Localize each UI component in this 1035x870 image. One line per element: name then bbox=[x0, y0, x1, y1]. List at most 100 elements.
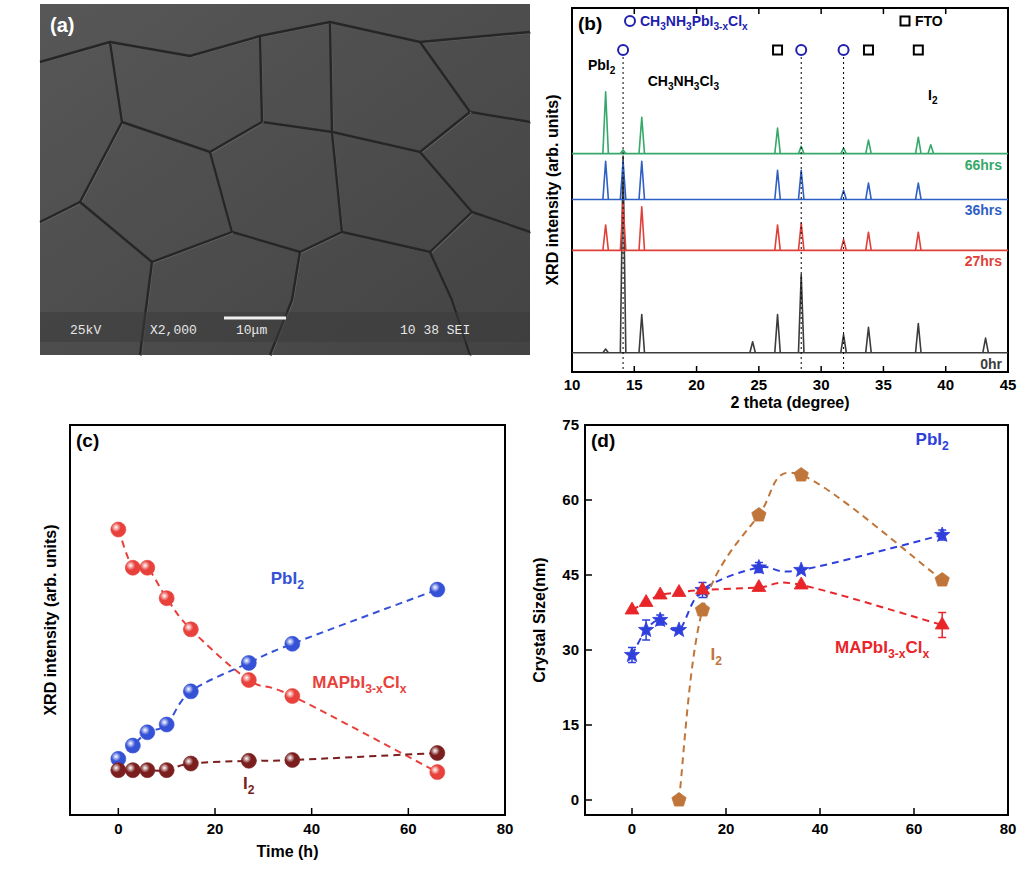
data-point bbox=[625, 602, 639, 614]
text-part: MAPbI bbox=[835, 638, 888, 657]
x-tick bbox=[571, 366, 573, 372]
data-point bbox=[183, 684, 198, 699]
y-tick bbox=[585, 574, 592, 576]
data-point bbox=[695, 603, 709, 617]
phase-marker bbox=[618, 45, 628, 55]
grain-boundaries bbox=[40, 22, 531, 356]
text-part: 2 bbox=[715, 654, 722, 668]
xrd-peak bbox=[750, 342, 755, 353]
xrd-peak bbox=[775, 128, 780, 153]
data-point bbox=[794, 562, 809, 576]
x-tick bbox=[118, 808, 120, 815]
x-tick bbox=[634, 8, 636, 14]
x-tick-label: 45 bbox=[1000, 376, 1017, 393]
x-tick-label: 40 bbox=[303, 820, 320, 837]
text-part: 2 bbox=[248, 783, 255, 797]
y-axis-title: XRD intensity (arb. units) bbox=[544, 94, 561, 285]
x-tick bbox=[571, 8, 573, 14]
grain-highlight bbox=[41, 23, 531, 63]
x-tick bbox=[311, 808, 313, 815]
data-point bbox=[241, 673, 256, 688]
xrd-peak bbox=[775, 170, 780, 199]
x-tick-label: 25 bbox=[751, 376, 768, 393]
x-tick bbox=[1007, 8, 1009, 14]
series-label: 36hrs bbox=[965, 202, 1003, 218]
x-tick bbox=[883, 366, 885, 372]
y-tick bbox=[585, 499, 592, 501]
xrd-peak bbox=[916, 183, 921, 199]
x-tick-label: 10 bbox=[564, 376, 581, 393]
grain-boundary bbox=[40, 42, 122, 222]
grain-highlight bbox=[331, 23, 531, 153]
series-label: 66hrs bbox=[965, 157, 1003, 173]
plot-frame bbox=[585, 425, 1008, 815]
text-part: 3-x bbox=[888, 647, 906, 661]
data-marks bbox=[111, 522, 445, 780]
grain-boundary bbox=[122, 122, 332, 152]
series-label: I2 bbox=[243, 774, 255, 797]
x-tick bbox=[758, 366, 760, 372]
y-tick-label: 30 bbox=[562, 641, 579, 658]
text-part: CH bbox=[648, 73, 668, 89]
text-part: 2 bbox=[297, 578, 304, 592]
grain-boundary bbox=[80, 202, 232, 262]
x-tick-label: 40 bbox=[937, 376, 954, 393]
annotation: I2 bbox=[928, 87, 938, 106]
grain-highlight bbox=[473, 213, 531, 233]
text-part: CH bbox=[640, 13, 660, 29]
annotation: CH3NH3Cl3 bbox=[648, 73, 720, 92]
info-bar bbox=[40, 312, 530, 342]
data-point bbox=[695, 582, 710, 596]
y-tick bbox=[585, 724, 592, 726]
series-label: PbI2 bbox=[916, 430, 949, 453]
x-tick bbox=[945, 366, 947, 372]
y-axis-title: XRD intensity (arb. units) bbox=[42, 524, 59, 715]
x-axis-title: 2 theta (degree) bbox=[730, 394, 849, 411]
text-part: x bbox=[742, 21, 748, 32]
y-axis-title: Crystal Size(nm) bbox=[531, 557, 548, 682]
grain-highlight bbox=[141, 263, 153, 356]
xrd-peak bbox=[639, 314, 644, 352]
legend-symbol bbox=[901, 17, 910, 26]
data-point bbox=[111, 522, 126, 537]
data-point bbox=[285, 636, 300, 651]
x-tick-label: 80 bbox=[1000, 820, 1017, 837]
x-tick-label: 20 bbox=[207, 820, 224, 837]
trend-line bbox=[632, 583, 942, 625]
plot-frame bbox=[572, 8, 1008, 372]
xrd-peak bbox=[928, 145, 933, 154]
phase-marker bbox=[796, 45, 806, 55]
panel-letter: (b) bbox=[578, 13, 602, 34]
legend-text: CH3NH3PbI3-xClx bbox=[640, 13, 748, 32]
text-part: PbI bbox=[588, 57, 610, 73]
text-part: MAPbI bbox=[312, 673, 365, 692]
x-tick bbox=[696, 366, 698, 372]
text-part: 2 bbox=[610, 65, 616, 76]
data-point bbox=[794, 577, 808, 589]
panel-letter: (d) bbox=[591, 430, 615, 451]
series-label: 0hr bbox=[980, 356, 1002, 372]
data-point bbox=[430, 745, 445, 760]
text-part: PbI bbox=[692, 13, 714, 29]
x-tick-label: 35 bbox=[875, 376, 892, 393]
data-point bbox=[794, 468, 808, 482]
y-tick-label: 0 bbox=[571, 791, 579, 808]
x-tick bbox=[504, 808, 506, 815]
grain-highlight bbox=[421, 43, 471, 113]
x-tick bbox=[819, 808, 821, 815]
x-tick bbox=[1007, 808, 1009, 815]
grain-highlight bbox=[261, 37, 263, 123]
pattern-baseline bbox=[572, 153, 1008, 155]
xrd-peak bbox=[916, 324, 921, 353]
data-point bbox=[672, 793, 686, 807]
x-tick-label: 30 bbox=[813, 376, 830, 393]
trend-line bbox=[118, 530, 437, 773]
trend-line bbox=[679, 473, 942, 800]
text-part: 3-x bbox=[714, 21, 729, 32]
x-tick bbox=[820, 366, 822, 372]
grain-highlight bbox=[343, 153, 473, 253]
x-tick-label: 20 bbox=[688, 376, 705, 393]
xrd-peak bbox=[603, 349, 608, 353]
sem-info-text: 10 38 SEI bbox=[400, 323, 470, 338]
data-point bbox=[639, 595, 653, 607]
